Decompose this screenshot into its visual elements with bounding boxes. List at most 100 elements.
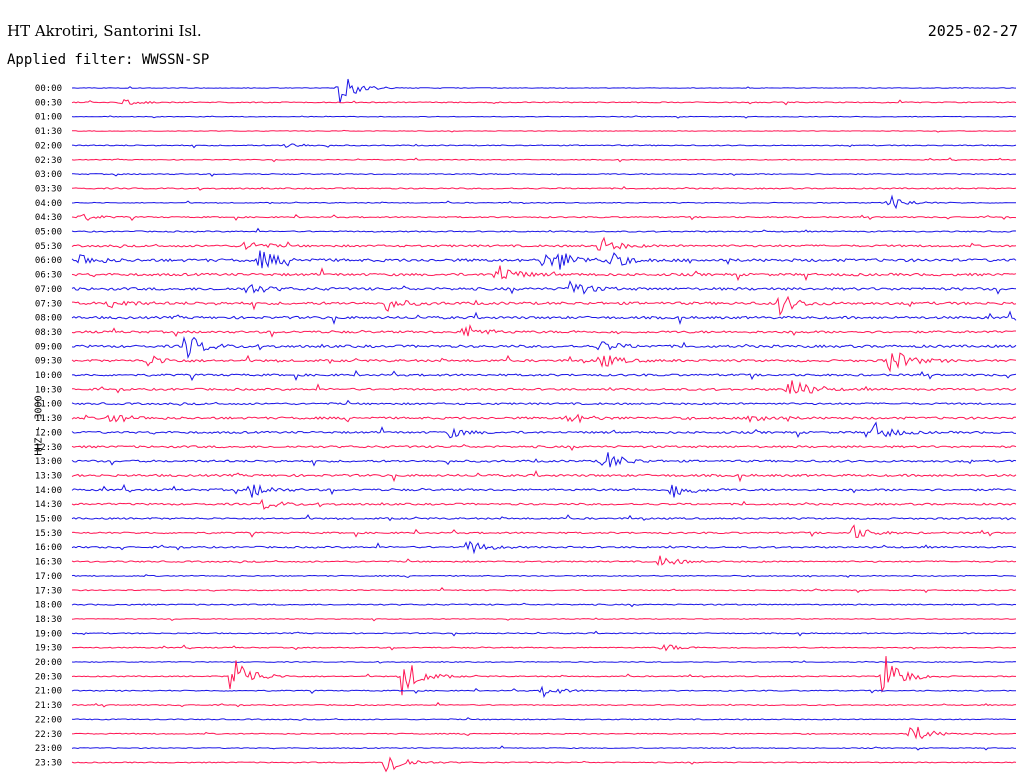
time-label: 00:30 [35, 98, 62, 108]
time-label: 16:30 [35, 558, 62, 568]
time-label: 08:00 [35, 314, 62, 324]
trace-0530 [71, 236, 1017, 251]
time-label: 22:00 [35, 715, 62, 725]
time-label: 09:30 [35, 357, 62, 367]
trace-1200 [71, 421, 1017, 439]
time-label: 16:00 [35, 543, 62, 553]
trace-0830 [71, 323, 1016, 338]
trace-2130 [71, 701, 1017, 708]
trace-0100 [71, 115, 1017, 119]
trace-1930 [71, 644, 1017, 652]
trace-1900 [71, 630, 1017, 637]
trace-1030 [71, 380, 1017, 394]
trace-2200 [71, 717, 1017, 721]
trace-0400 [71, 194, 1017, 210]
trace-0000 [71, 78, 1017, 104]
time-label: 23:00 [35, 744, 62, 754]
trace-0230 [71, 157, 1017, 163]
time-labels: 00:00 00:30 01:00 01:30 02:00 02:30 03:00 03:30… [35, 84, 62, 768]
time-label: 03:30 [35, 184, 62, 194]
time-label: 00:00 [35, 84, 62, 94]
time-label: 04:00 [35, 199, 62, 209]
trace-1000 [71, 369, 1017, 382]
trace-1730 [71, 587, 1017, 594]
time-label: 11:30 [35, 414, 62, 424]
time-label: 18:00 [35, 601, 62, 611]
time-label: 15:00 [35, 515, 62, 525]
trace-0630 [71, 265, 1017, 282]
time-label: 12:30 [35, 443, 62, 453]
time-label: 11:00 [35, 400, 62, 410]
trace-0200 [71, 143, 1017, 149]
time-label: 09:00 [35, 342, 62, 352]
time-label: 17:30 [35, 586, 62, 596]
trace-0800 [71, 310, 1017, 326]
trace-1300 [71, 452, 1017, 468]
time-label: 15:30 [35, 529, 62, 539]
time-label: 19:00 [35, 629, 62, 639]
trace-1400 [71, 483, 1017, 498]
trace-1830 [71, 617, 1017, 622]
time-label: 07:30 [35, 299, 62, 309]
time-label: 04:30 [35, 213, 62, 223]
trace-0300 [72, 172, 1017, 177]
trace-2330 [71, 756, 1017, 773]
time-label: 07:00 [35, 285, 62, 295]
trace-1230 [71, 443, 1017, 452]
trace-0600 [71, 250, 1017, 270]
time-label: 17:00 [35, 572, 62, 582]
time-label: 02:00 [35, 141, 62, 151]
trace-1530 [71, 524, 1017, 538]
trace-1700 [71, 574, 1017, 579]
time-label: 06:00 [35, 256, 62, 266]
time-label: 14:30 [35, 500, 62, 510]
trace-0930 [71, 352, 1017, 373]
trace-1630 [71, 555, 1017, 566]
trace-1430 [71, 498, 1017, 510]
time-label: 10:30 [35, 385, 62, 395]
trace-0700 [71, 280, 1017, 295]
trace-0730 [72, 295, 1017, 316]
trace-1600 [71, 540, 1017, 555]
time-label: 23:30 [35, 758, 62, 768]
time-label: 03:00 [35, 170, 62, 180]
trace-1100 [71, 399, 1017, 406]
time-label: 14:00 [35, 486, 62, 496]
time-label: 21:30 [35, 701, 62, 711]
trace-2030 [71, 656, 1016, 696]
trace-2230 [71, 726, 1017, 740]
trace-0330 [71, 185, 1017, 191]
trace-1330 [71, 469, 1017, 483]
time-label: 18:30 [35, 615, 62, 625]
trace-1800 [71, 602, 1017, 608]
time-label: 13:00 [35, 457, 62, 467]
time-label: 01:30 [35, 127, 62, 137]
time-label: 08:30 [35, 328, 62, 338]
trace-1500 [71, 514, 1017, 522]
time-label: 02:30 [35, 156, 62, 166]
trace-0430 [71, 213, 1017, 222]
time-label: 21:00 [35, 687, 62, 697]
trace-2300 [71, 745, 1017, 751]
time-label: 13:30 [35, 471, 62, 481]
time-label: 01:00 [35, 113, 62, 123]
trace-0500 [71, 227, 1017, 233]
trace-0030 [71, 98, 1017, 106]
filter-label: Applied filter: WWSSN-SP [7, 52, 210, 68]
date-label: 2025-02-27 [927, 22, 1018, 40]
trace-0900 [71, 336, 1017, 360]
time-label: 19:30 [35, 644, 62, 654]
time-label: 22:30 [35, 730, 62, 740]
time-label: 20:00 [35, 658, 62, 668]
trace-0130 [72, 129, 1017, 133]
time-label: 10:00 [35, 371, 62, 381]
time-label: 06:30 [35, 271, 62, 281]
traces [71, 78, 1017, 773]
time-label: 12:00 [35, 428, 62, 438]
trace-2000 [71, 660, 1017, 664]
trace-2100 [71, 685, 1016, 699]
time-label: 20:30 [35, 672, 62, 682]
time-label: 05:00 [35, 228, 62, 238]
station-title: HT Akrotiri, Santorini Isl. [7, 22, 202, 40]
